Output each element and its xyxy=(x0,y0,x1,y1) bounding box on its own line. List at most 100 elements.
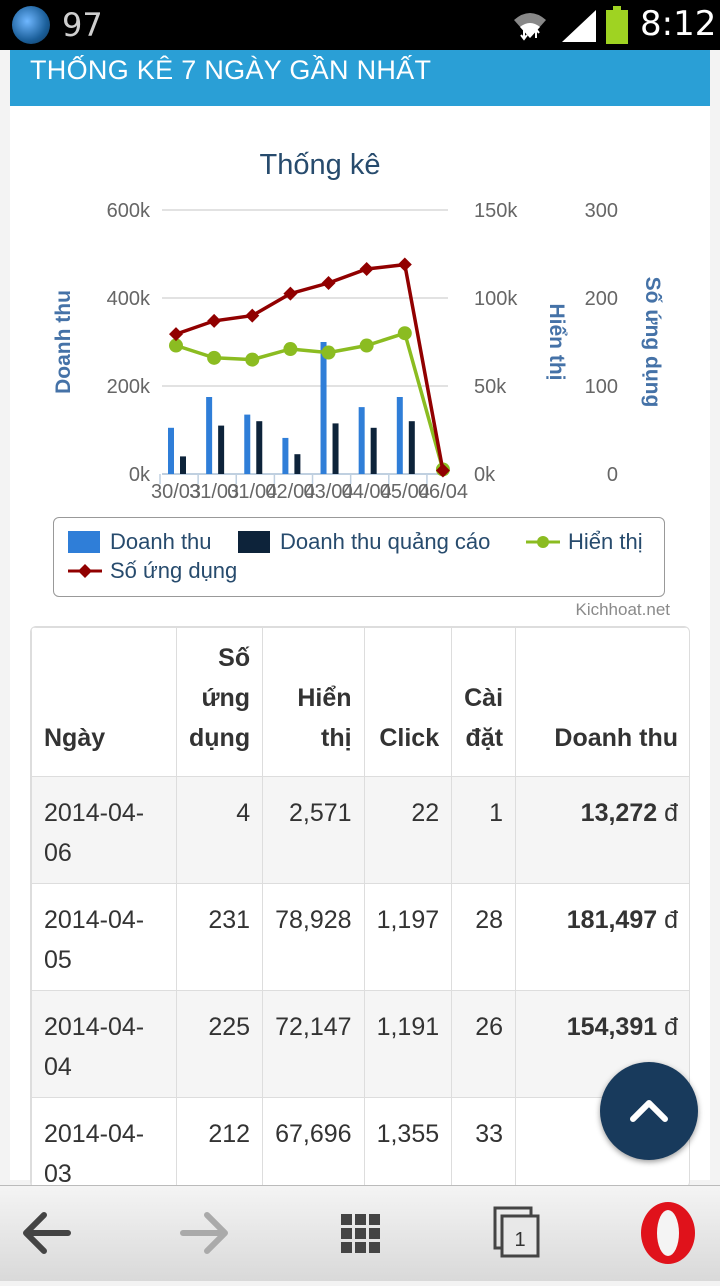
legend-swatch xyxy=(68,531,100,553)
data-point xyxy=(435,463,450,478)
tabs-icon: 1 xyxy=(493,1206,540,1258)
app-notification-icon xyxy=(12,6,50,44)
x-tick-label: 31/03 xyxy=(189,481,239,503)
stats-table: Ngày Số ứng dụng Hiển thị Click Cài đặt … xyxy=(30,626,690,1188)
header-revenue[interactable]: Doanh thu xyxy=(515,627,689,777)
forward-button[interactable] xyxy=(155,1186,255,1281)
header-date[interactable]: Ngày xyxy=(31,627,177,777)
legend-swatch xyxy=(238,531,270,553)
axis-tick-label: 150k xyxy=(474,200,518,222)
table-header-row: Ngày Số ứng dụng Hiển thị Click Cài đặt … xyxy=(31,627,689,777)
cell-apps: 231 xyxy=(175,883,264,991)
chart-svg: Thống kê 0k 200k 400k 600k 0k 50k 100k 150k 0 100 2… xyxy=(52,149,664,503)
axis-tick-label: 200k xyxy=(107,376,151,398)
data-point xyxy=(321,345,336,360)
axis-title: Số ứng dụng xyxy=(641,277,664,408)
x-tick-label: 05/04 xyxy=(380,481,430,503)
legend-item-apps[interactable]: Số ứng dụng xyxy=(68,558,237,584)
signal-icon xyxy=(562,10,596,42)
legend-item-ad-revenue[interactable]: Doanh thu quảng cáo xyxy=(238,529,490,555)
data-point xyxy=(245,352,260,367)
data-point xyxy=(359,261,374,276)
bar xyxy=(244,414,251,474)
data-point xyxy=(397,326,412,341)
bar xyxy=(370,427,377,474)
header-views[interactable]: Hiển thị xyxy=(262,627,365,777)
bar xyxy=(282,437,289,474)
opera-menu-button[interactable] xyxy=(620,1186,720,1281)
header-clicks[interactable]: Click xyxy=(363,627,453,777)
data-point xyxy=(207,313,222,328)
browser-toolbar: 1 xyxy=(0,1185,720,1281)
bar xyxy=(206,397,213,474)
x-tick-label: 02/04 xyxy=(265,481,315,503)
table-row: 2014-04-04 225 72,147 1,191 26 154,391 đ xyxy=(31,990,689,1098)
data-point xyxy=(169,327,183,342)
cell-date: 2014-04-05 xyxy=(31,883,177,991)
cell-installs: 1 xyxy=(451,776,517,884)
table-row: 2014-04-05 231 78,928 1,197 28 181,497 đ xyxy=(31,883,689,991)
chart-legend: Doanh thu Doanh thu quảng cáo Hiển thị S… xyxy=(53,517,665,597)
cell-apps: 4 xyxy=(175,776,264,884)
revenue-amount: 13,272 xyxy=(580,799,658,827)
wifi-icon xyxy=(514,13,546,41)
data-point xyxy=(283,342,298,357)
axis-tick-label: 0 xyxy=(607,464,618,486)
chart-credit[interactable]: Kichhoat.net xyxy=(575,600,670,619)
axis-tick-label: 100k xyxy=(474,288,518,310)
arrow-left-icon xyxy=(23,1212,71,1254)
legend-label: Doanh thu xyxy=(110,529,212,554)
speed-dial-button[interactable] xyxy=(310,1186,410,1281)
cell-revenue: 181,497 đ xyxy=(515,883,689,991)
x-tick-label: 03/04 xyxy=(304,481,354,503)
axis-tick-label: 100 xyxy=(585,376,618,398)
bar xyxy=(332,423,339,474)
tabs-button[interactable]: 1 xyxy=(465,1186,565,1281)
bar xyxy=(256,421,263,474)
cell-clicks: 1,197 xyxy=(363,883,453,991)
bar xyxy=(218,425,225,474)
cell-clicks: 1,191 xyxy=(363,990,453,1098)
table-row: 2014-04-06 4 2,571 22 1 13,272 đ xyxy=(31,776,689,884)
x-tick-label: 06/04 xyxy=(418,481,468,503)
opera-logo-icon xyxy=(641,1202,695,1264)
axis-tick-label: 0k xyxy=(129,464,151,486)
currency-symbol: đ xyxy=(664,906,678,934)
status-bar: 97 8:12 xyxy=(0,0,720,50)
data-point xyxy=(245,308,260,323)
series-line xyxy=(175,262,445,471)
axis-title: Doanh thu xyxy=(52,290,75,394)
bar xyxy=(180,456,186,474)
x-tick-label: 04/04 xyxy=(342,481,392,503)
cell-date: 2014-04-06 xyxy=(31,776,177,884)
data-point xyxy=(207,350,222,365)
cell-revenue: 13,272 đ xyxy=(515,776,689,884)
header-installs[interactable]: Cài đặt xyxy=(451,627,517,777)
stats-card: THỐNG KÊ 7 NGÀY GẦN NHẤT Thống kê 0k 200k 4… xyxy=(10,50,710,1188)
back-button[interactable] xyxy=(0,1186,100,1281)
legend-line-marker xyxy=(526,536,560,548)
legend-item-views[interactable]: Hiển thị xyxy=(526,529,643,555)
bar xyxy=(168,427,174,474)
bar xyxy=(408,421,415,474)
data-point xyxy=(359,338,374,353)
currency-symbol: đ xyxy=(664,1013,678,1041)
x-tick-label: 01/04 xyxy=(227,481,277,503)
legend-label: Số ứng dụng xyxy=(110,558,238,583)
legend-label: Hiển thị xyxy=(568,529,643,554)
x-tick-label: 30/03 xyxy=(151,481,201,503)
scroll-to-top-button[interactable] xyxy=(600,1062,698,1160)
header-apps[interactable]: Số ứng dụng xyxy=(175,627,264,777)
cell-views: 78,928 xyxy=(262,883,365,991)
arrow-right-icon xyxy=(180,1212,228,1254)
legend-line-marker xyxy=(68,564,102,578)
bar xyxy=(358,407,365,474)
axis-tick-label: 50k xyxy=(474,376,507,398)
stats-chart: Thống kê 0k 200k 400k 600k 0k 50k 100k 150k 0 100 2… xyxy=(10,140,710,600)
cell-installs: 26 xyxy=(451,990,517,1098)
data-point xyxy=(397,257,412,272)
legend-item-revenue[interactable]: Doanh thu xyxy=(68,529,212,555)
bar xyxy=(294,454,301,474)
axis-tick-label: 300 xyxy=(585,200,618,222)
axis-title: Hiển thị xyxy=(545,304,568,381)
